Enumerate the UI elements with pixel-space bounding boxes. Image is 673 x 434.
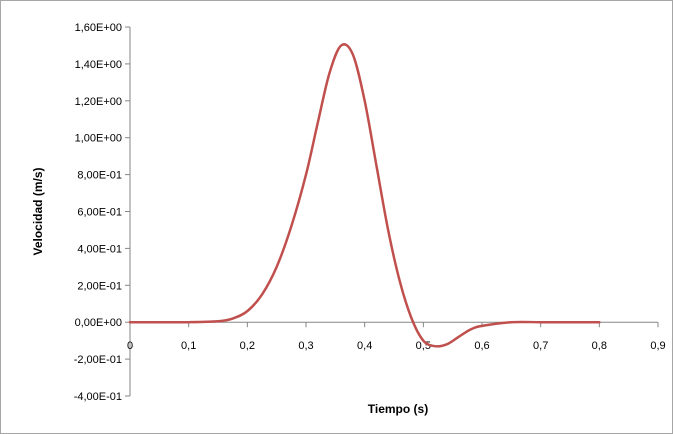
x-tick-label: 0 [127,340,133,352]
x-tick-label: 0,1 [181,340,196,352]
series-line [128,43,601,348]
y-tick-label: 1,20E+00 [75,96,122,108]
y-tick-label: 4,00E-01 [77,243,122,255]
y-tick-label: 6,00E-01 [77,207,122,219]
x-tick-label: 0,4 [357,340,372,352]
y-tick-label: -2,00E-01 [74,354,122,366]
y-tick-label: 2,00E-01 [77,280,122,292]
x-axis-title: Tiempo (s) [368,402,428,416]
x-tick-label: 0,8 [592,340,607,352]
x-tick-label: 0,3 [298,340,313,352]
y-tick-label: -4,00E-01 [74,391,122,403]
y-tick-label: 1,60E+00 [75,22,122,34]
y-tick-label: 8,00E-01 [77,170,122,182]
y-tick-label: 1,40E+00 [75,59,122,71]
y-axis-title: Velocidad (m/s) [31,167,45,255]
x-tick-label: 0,9 [650,340,665,352]
y-tick-label: 0,00E+00 [75,317,122,329]
x-tick-label: 0,7 [533,340,548,352]
x-tick-label: 0,2 [240,340,255,352]
y-tick-label: 1,00E+00 [75,133,122,145]
x-tick-label: 0,6 [474,340,489,352]
x-ticks: 0 0,1 0,2 0,3 0,4 0,5 0,6 0,7 0,8 0,9 [127,322,666,352]
y-ticks: -4,00E-01 -2,00E-01 0,00E+00 2,00E-01 4,00E-… [74,22,130,403]
